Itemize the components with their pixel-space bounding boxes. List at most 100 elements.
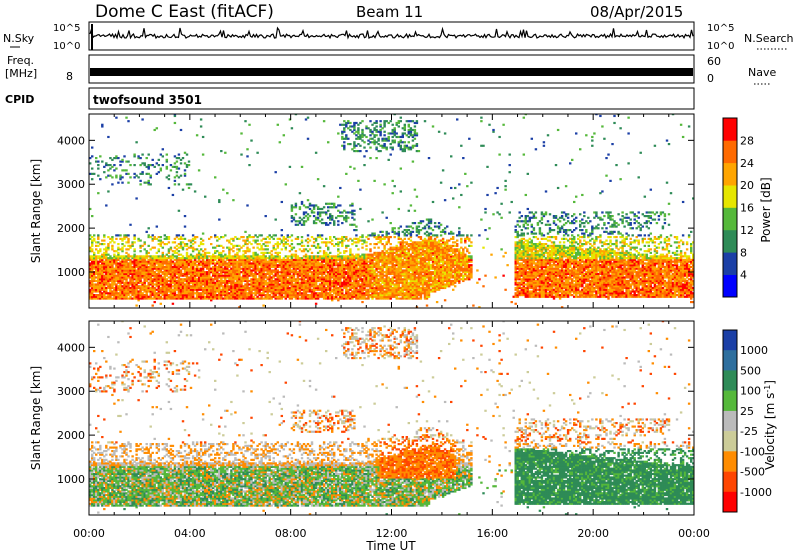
data-cell (262, 278, 265, 281)
data-cell (236, 255, 239, 258)
data-cell (381, 262, 384, 265)
data-cell (248, 286, 251, 290)
data-cell (169, 255, 173, 258)
data-cell (363, 239, 366, 242)
data-cell (407, 292, 411, 295)
data-cell (316, 255, 320, 258)
data-cell (123, 294, 126, 297)
data-cell (107, 295, 110, 298)
data-cell (268, 262, 271, 265)
data-cell (149, 176, 152, 179)
data-cell (335, 283, 338, 286)
data-cell (230, 288, 233, 291)
data-cell (115, 271, 118, 274)
data-cell (349, 274, 352, 277)
data-cell (236, 269, 239, 272)
data-cell (397, 272, 401, 276)
data-cell (99, 255, 102, 258)
data-cell (95, 271, 98, 274)
data-cell (264, 279, 267, 283)
data-cell (95, 286, 98, 290)
data-cell (125, 160, 128, 163)
data-cell (143, 260, 146, 263)
data-cell (379, 132, 382, 135)
data-cell (97, 278, 100, 281)
data-cell (395, 248, 398, 251)
data-cell (131, 290, 134, 293)
data-cell (230, 286, 233, 290)
data-cell (117, 269, 120, 272)
data-cell (141, 285, 144, 288)
data-cell (371, 267, 374, 270)
data-cell (153, 297, 156, 300)
data-cell (403, 234, 407, 237)
data-cell (139, 281, 142, 284)
data-cell (369, 279, 372, 283)
data-cell (195, 285, 199, 288)
data-cell (391, 288, 394, 291)
data-cell (155, 162, 159, 165)
data-cell (292, 272, 296, 276)
data-cell (349, 288, 352, 291)
data-cell (171, 260, 175, 263)
data-cell (208, 265, 211, 269)
data-cell (375, 297, 378, 300)
data-cell (387, 285, 390, 288)
data-cell (242, 269, 245, 272)
data-cell (181, 260, 185, 263)
data-cell (119, 292, 122, 295)
data-cell (355, 150, 358, 153)
data-cell (397, 258, 401, 261)
data-cell (113, 241, 116, 244)
data-cell (266, 257, 269, 260)
data-cell (153, 295, 156, 298)
data-cell (109, 174, 112, 177)
data-cell (125, 257, 128, 260)
data-cell (161, 258, 165, 261)
data-cell (193, 278, 197, 281)
data-cell (151, 234, 154, 237)
data-cell (254, 283, 257, 286)
data-cell (367, 294, 370, 297)
data-cell (280, 239, 284, 242)
data-cell (137, 239, 140, 242)
data-cell (278, 141, 282, 144)
data-cell (143, 278, 146, 281)
data-cell (252, 274, 255, 277)
data-cell (318, 276, 322, 279)
data-cell (258, 243, 261, 246)
data-cell (395, 264, 398, 267)
data-cell (383, 262, 386, 265)
data-cell (218, 267, 221, 270)
data-cell (304, 286, 308, 290)
data-cell (143, 288, 146, 291)
data-cell (254, 292, 257, 295)
data-cell (355, 144, 358, 147)
data-cell (351, 274, 354, 277)
data-cell (385, 120, 388, 123)
data-cell (268, 283, 271, 286)
data-cell (373, 262, 376, 265)
data-cell (115, 279, 118, 283)
data-cell (206, 271, 209, 274)
data-cell (125, 258, 128, 261)
data-cell (228, 260, 231, 263)
data-cell (220, 267, 223, 270)
data-cell (276, 241, 280, 244)
data-cell (387, 232, 390, 235)
data-cell (206, 278, 209, 281)
data-cell (103, 239, 106, 242)
data-cell (381, 286, 384, 290)
data-cell (318, 279, 322, 283)
data-cell (171, 265, 175, 269)
data-cell (135, 276, 138, 279)
data-cell (97, 279, 100, 283)
data-cell (151, 262, 154, 265)
data-cell (234, 295, 237, 298)
data-cell (252, 297, 255, 300)
data-cell (304, 253, 308, 256)
data-cell (399, 278, 403, 281)
data-cell (341, 241, 344, 244)
data-cell (395, 246, 398, 249)
data-cell (107, 244, 110, 247)
